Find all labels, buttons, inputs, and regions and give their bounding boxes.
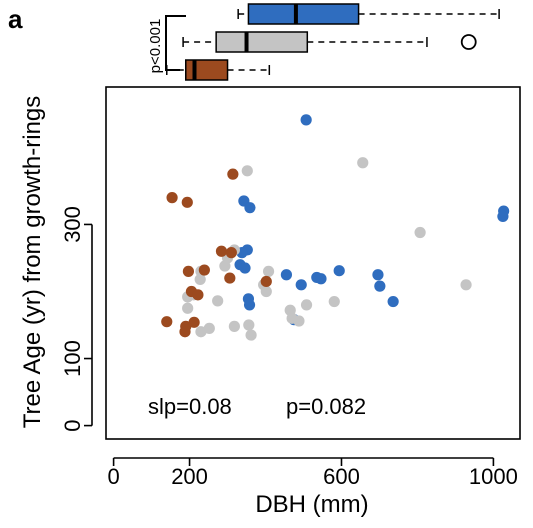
scatter-point: [243, 319, 255, 331]
x-axis: 0 200 600 1000: [107, 457, 518, 489]
boxplot-box: [215, 31, 309, 53]
scatter-points: [161, 114, 510, 341]
scatter-point: [181, 196, 193, 208]
scatter-point: [245, 329, 257, 341]
scatter-point: [260, 285, 272, 298]
scatter-point: [460, 279, 472, 291]
y-tick-label: 100: [60, 340, 85, 377]
scatter-point: [260, 275, 272, 288]
scatter-point: [215, 245, 228, 257]
scatter-point: [179, 326, 191, 338]
boxplot: [166, 59, 271, 81]
scatter-point: [194, 273, 206, 286]
p-value-annotation: p=0.082: [286, 394, 366, 419]
scatter-point: [243, 299, 256, 311]
scatter-point: [372, 269, 384, 281]
significance-bracket: p<0.001: [147, 15, 186, 74]
scatter-point: [497, 210, 509, 223]
y-tick-label: 0: [60, 419, 85, 431]
scatter-point: [414, 226, 426, 239]
scatter-point: [300, 114, 312, 126]
scatter-point: [333, 265, 345, 277]
scatter-point: [239, 262, 251, 274]
x-tick-label: 1000: [469, 464, 518, 489]
scatter-point: [227, 168, 239, 180]
scatter-point: [328, 295, 340, 308]
scatter-point: [166, 192, 178, 204]
boxplot-outlier: [460, 34, 477, 50]
panel-label: a: [8, 4, 23, 34]
scatter-point: [212, 295, 224, 307]
scatter-point: [198, 264, 210, 276]
slope-annotation: slp=0.08: [148, 394, 232, 419]
scatter-point: [228, 320, 240, 332]
boxplot: [237, 3, 500, 25]
y-tick-label: 300: [60, 206, 85, 243]
scatter-point: [374, 280, 386, 292]
scatter-point: [244, 202, 256, 214]
scatter-point: [295, 279, 307, 291]
boxplots: [166, 3, 500, 81]
scatter-point: [387, 295, 399, 308]
scatter-point: [192, 289, 204, 301]
scatter-point: [224, 272, 236, 284]
y-axis-title: Tree Age (yr) from growth-rings: [19, 96, 46, 429]
scatter-point: [300, 299, 313, 311]
scatter-point: [280, 269, 293, 281]
boxplot-box: [185, 59, 229, 81]
scatter-point: [315, 273, 327, 285]
scatter-point: [195, 326, 207, 338]
scatter-point: [219, 260, 231, 272]
scatter-point: [293, 315, 305, 327]
scatter-point: [182, 265, 195, 277]
x-tick-label: 600: [323, 464, 360, 489]
plot-frame: [105, 86, 521, 440]
x-tick-label: 200: [171, 464, 208, 489]
scatter-point: [161, 316, 173, 328]
scatter-point: [225, 247, 237, 259]
scatter-point: [182, 302, 194, 314]
y-axis: 0 100 300: [60, 206, 93, 432]
scatter-point: [188, 316, 200, 328]
bracket-label: p<0.001: [147, 19, 164, 74]
boxplot: [182, 31, 477, 53]
x-axis-title: DBH (mm): [255, 491, 368, 518]
scatter-point: [241, 165, 253, 177]
scatter-point: [262, 265, 275, 277]
scatter-point: [357, 157, 369, 169]
boxplot-box: [247, 3, 360, 25]
x-tick-label: 0: [107, 464, 119, 489]
